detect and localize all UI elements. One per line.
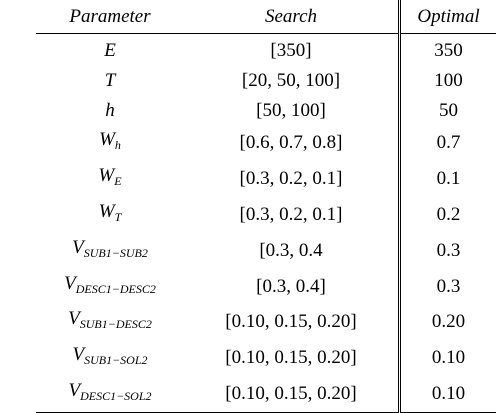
parameter-symbol: VDESC1−SOL2 [68, 380, 151, 401]
table-row: VSUB1−DESC2 [0.10, 0.15, 0.20] 0.20 [36, 304, 496, 340]
symbol-base: V [64, 273, 76, 294]
parameter-table: Parameter Search Optimal E [350] 350 T [20, … [36, 0, 496, 413]
optimal-cell: 100 [400, 66, 497, 96]
parameter-symbol: VSUB1−SUB2 [72, 237, 148, 258]
symbol-subscript: SUB1−DESC2 [80, 317, 152, 331]
symbol-base: W [99, 201, 115, 222]
search-cell: [0.3, 0.4 [184, 233, 400, 269]
parameter-cell: h [36, 96, 184, 126]
symbol-subscript: E [114, 174, 121, 188]
optimal-cell: 50 [400, 96, 497, 126]
table-row: VSUB1−SUB2 [0.3, 0.4 0.3 [36, 233, 496, 269]
parameter-cell: Wh [36, 125, 184, 161]
parameter-cell: VSUB1−SUB2 [36, 233, 184, 269]
parameter-symbol: WE [98, 165, 121, 186]
table-row: h [50, 100] 50 [36, 96, 496, 126]
search-cell: [0.10, 0.15, 0.20] [184, 376, 400, 412]
symbol-base: W [98, 165, 114, 186]
symbol-base: E [104, 40, 116, 61]
parameter-symbol: VDESC1−DESC2 [64, 273, 156, 294]
symbol-subscript: DESC1−SOL2 [80, 389, 151, 403]
symbol-base: h [105, 100, 115, 121]
parameter-symbol: E [104, 40, 116, 61]
search-cell: [0.3, 0.4] [184, 269, 400, 305]
table-row: VDESC1−SOL2 [0.10, 0.15, 0.20] 0.10 [36, 376, 496, 412]
parameter-symbol: VSUB1−SOL2 [72, 344, 147, 365]
search-cell: [50, 100] [184, 96, 400, 126]
symbol-base: W [99, 129, 115, 150]
search-cell: [0.6, 0.7, 0.8] [184, 125, 400, 161]
optimal-cell: 350 [400, 34, 497, 66]
symbol-subscript: DESC1−DESC2 [76, 282, 156, 296]
optimal-cell: 0.20 [400, 304, 497, 340]
symbol-base: T [105, 70, 116, 91]
symbol-subscript: h [115, 138, 121, 152]
header-search: Search [184, 0, 400, 34]
table-row: E [350] 350 [36, 34, 496, 66]
symbol-base: V [68, 380, 80, 401]
symbol-subscript: SUB1−SUB2 [84, 246, 148, 260]
optimal-cell: 0.2 [400, 197, 497, 233]
parameter-cell: T [36, 66, 184, 96]
table-row: WE [0.3, 0.2, 0.1] 0.1 [36, 161, 496, 197]
parameter-symbol: Wh [99, 129, 121, 150]
parameter-cell: WE [36, 161, 184, 197]
symbol-base: V [72, 344, 84, 365]
header-row: Parameter Search Optimal [36, 0, 496, 34]
parameter-cell: VDESC1−DESC2 [36, 269, 184, 305]
search-cell: [350] [184, 34, 400, 66]
symbol-base: V [68, 308, 80, 329]
search-cell: [0.3, 0.2, 0.1] [184, 161, 400, 197]
table-row: WT [0.3, 0.2, 0.1] 0.2 [36, 197, 496, 233]
optimal-cell: 0.1 [400, 161, 497, 197]
search-cell: [0.10, 0.15, 0.20] [184, 304, 400, 340]
symbol-subscript: SUB1−SOL2 [84, 353, 147, 367]
parameter-cell: WT [36, 197, 184, 233]
search-cell: [0.3, 0.2, 0.1] [184, 197, 400, 233]
parameter-cell: E [36, 34, 184, 66]
symbol-base: V [72, 237, 84, 258]
parameter-symbol: T [105, 70, 116, 91]
optimal-cell: 0.10 [400, 340, 497, 376]
table-body: E [350] 350 T [20, 50, 100] 100 h [50, 100] 50 Wh… [36, 34, 496, 413]
parameter-cell: VSUB1−DESC2 [36, 304, 184, 340]
header-parameter: Parameter [36, 0, 184, 34]
optimal-cell: 0.10 [400, 376, 497, 412]
table-row: Wh [0.6, 0.7, 0.8] 0.7 [36, 125, 496, 161]
parameter-symbol: WT [99, 201, 122, 222]
symbol-subscript: T [115, 210, 122, 224]
table-row: VDESC1−DESC2 [0.3, 0.4] 0.3 [36, 269, 496, 305]
table-row: T [20, 50, 100] 100 [36, 66, 496, 96]
header-optimal: Optimal [400, 0, 497, 34]
optimal-cell: 0.3 [400, 233, 497, 269]
search-cell: [20, 50, 100] [184, 66, 400, 96]
search-cell: [0.10, 0.15, 0.20] [184, 340, 400, 376]
optimal-cell: 0.3 [400, 269, 497, 305]
parameter-symbol: h [105, 100, 115, 121]
parameter-symbol: VSUB1−DESC2 [68, 308, 152, 329]
parameter-cell: VSUB1−SOL2 [36, 340, 184, 376]
parameter-cell: VDESC1−SOL2 [36, 376, 184, 412]
table-row: VSUB1−SOL2 [0.10, 0.15, 0.20] 0.10 [36, 340, 496, 376]
optimal-cell: 0.7 [400, 125, 497, 161]
